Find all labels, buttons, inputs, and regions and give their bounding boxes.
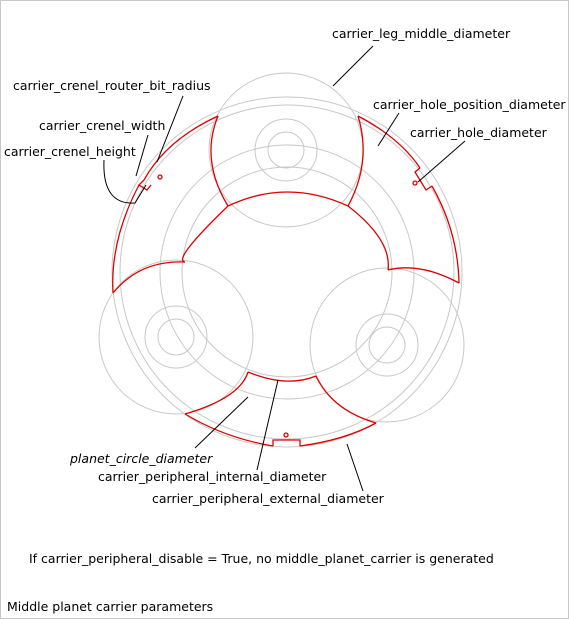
planet-right-inner-circle xyxy=(355,313,419,377)
hole-left xyxy=(157,174,163,180)
leader-peripheral-external-diameter xyxy=(346,443,364,492)
crenel-bottom xyxy=(272,439,301,446)
figure-caption: Middle planet carrier parameters xyxy=(7,599,213,614)
label-hole-diameter: carrier_hole_diameter xyxy=(410,125,548,140)
planet-right-circle xyxy=(309,267,465,423)
right-leg-arc-top xyxy=(387,267,460,284)
crenel-right xyxy=(414,167,433,191)
outer-construction-circle xyxy=(111,96,463,448)
hole-position-circle xyxy=(119,104,455,440)
planet-top-hub-circle xyxy=(267,131,305,169)
label-peripheral-internal-diameter: carrier_peripheral_internal_diameter xyxy=(98,469,327,484)
peripheral-internal-circle xyxy=(181,166,393,378)
label-crenel-height: carrier_crenel_height xyxy=(4,144,136,159)
hole-right xyxy=(412,180,418,186)
right-leg-arc-bottom xyxy=(315,375,377,424)
outer-rim-left xyxy=(112,184,140,294)
outer-rim-bottom-right xyxy=(299,422,377,447)
peripheral-disable-note: If carrier_peripheral_disable = True, no… xyxy=(29,551,494,566)
leader-leg-middle-diameter xyxy=(332,45,374,87)
leader-router-bit-radius xyxy=(156,95,184,163)
inner-right-arc xyxy=(347,205,389,271)
leader-peripheral-internal-diameter xyxy=(256,379,279,471)
label-leg-middle-diameter: carrier_leg_middle_diameter xyxy=(332,26,511,41)
inner-bottom-arc xyxy=(247,371,317,382)
crenel-left xyxy=(137,179,152,191)
label-crenel-width: carrier_crenel_width xyxy=(39,118,165,133)
planet-left-inner-circle xyxy=(144,305,208,369)
carrier-outline xyxy=(112,115,460,447)
leader-hole-diameter xyxy=(417,140,466,183)
outer-rim-bottom-left xyxy=(184,413,274,447)
label-peripheral-external-diameter: carrier_peripheral_external_diameter xyxy=(152,491,385,506)
outer-rim-upper-left xyxy=(143,115,219,181)
outer-rim-right xyxy=(431,185,460,284)
inner-left-arc xyxy=(181,205,229,263)
leader-crenel-height xyxy=(103,159,147,204)
top-leg-arc-right xyxy=(347,115,364,207)
leader-lines xyxy=(103,45,466,492)
label-planet-circle-diameter: planet_circle_diameter xyxy=(69,451,213,466)
leader-crenel-width xyxy=(135,134,149,177)
left-leg-arc-top xyxy=(112,261,186,294)
leader-planet-circle-diameter xyxy=(194,396,249,449)
planet-top-inner-circle xyxy=(254,118,318,182)
inner-construction-circle xyxy=(159,144,415,400)
outer-rim-upper-right xyxy=(357,115,421,169)
inner-top-arc xyxy=(227,191,349,207)
top-leg-arc-left xyxy=(210,115,229,207)
planet-right-hub-circle xyxy=(368,326,406,364)
left-leg-arc-bottom xyxy=(184,371,249,415)
planet-left-hub-circle xyxy=(157,318,195,356)
leader-hole-position-diameter xyxy=(377,112,400,147)
hole-bottom xyxy=(283,432,289,438)
label-router-bit-radius: carrier_crenel_router_bit_radius xyxy=(13,78,211,93)
label-hole-position-diameter: carrier_hole_position_diameter xyxy=(373,97,566,112)
planet-left-circle xyxy=(98,259,254,415)
